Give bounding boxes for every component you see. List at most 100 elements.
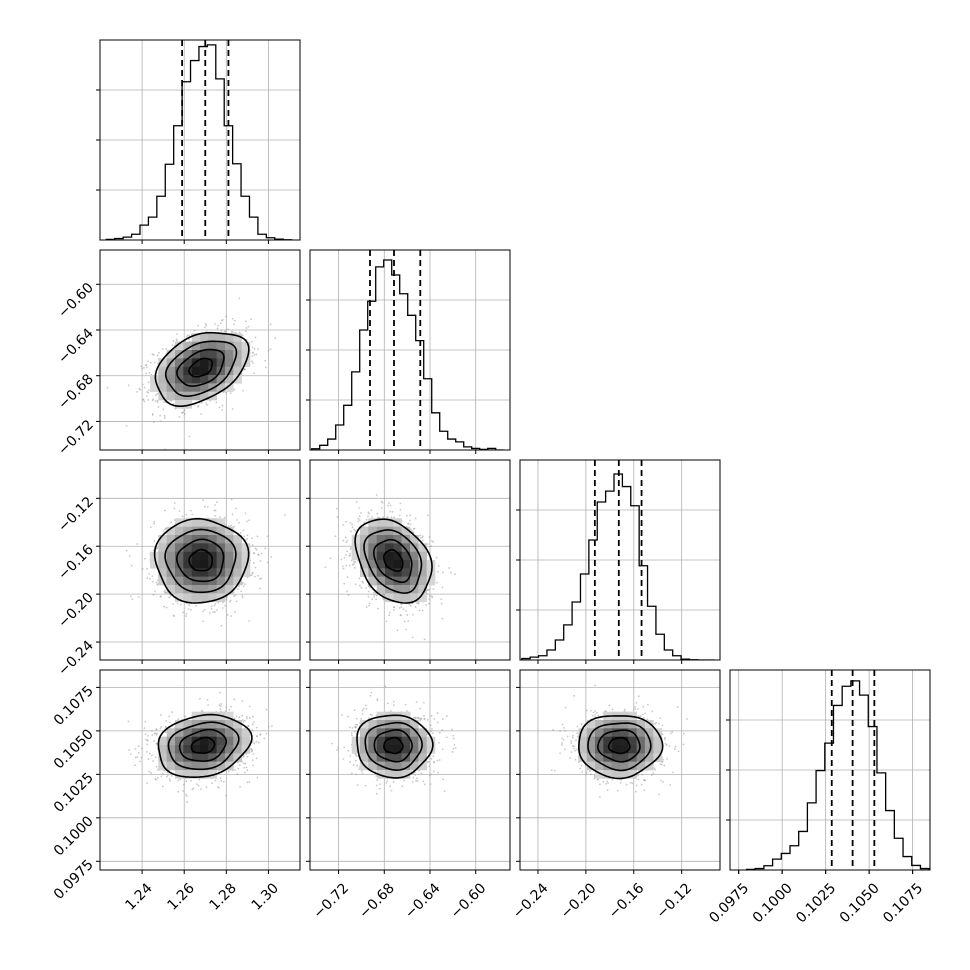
scatter-point: [661, 733, 664, 736]
histogram-bin: [216, 79, 224, 240]
histogram-panel: [520, 460, 720, 660]
histogram-bin: [833, 705, 842, 870]
density-cell: [208, 560, 217, 569]
density-cell: [158, 358, 167, 367]
scatter-point: [163, 401, 165, 403]
scatter-point: [355, 755, 358, 757]
scatter-point: [559, 730, 561, 732]
density-cell: [225, 375, 234, 384]
density-cell: [368, 745, 377, 754]
scatter-point: [227, 525, 230, 527]
density-cell: [183, 341, 192, 351]
scatter-point: [550, 769, 553, 771]
contour-line: [363, 529, 423, 594]
histogram-bin: [903, 857, 912, 870]
density-cell: [595, 761, 604, 771]
density-cell: [578, 736, 587, 746]
density-cell: [368, 551, 377, 561]
scatter-point: [350, 547, 352, 549]
density-cell: [225, 568, 234, 577]
scatter-point: [159, 414, 162, 417]
scatter-point: [349, 530, 352, 533]
scatter-point: [238, 521, 241, 524]
density-cell: [595, 770, 604, 779]
scatter-point: [426, 514, 429, 517]
scatter-point: [231, 330, 234, 333]
scatter-point: [181, 718, 183, 721]
contour-line: [354, 518, 433, 604]
scatter-point: [264, 359, 267, 362]
contour-line: [587, 722, 652, 772]
density-cell: [233, 576, 242, 586]
scatter-point: [643, 716, 645, 719]
density-cell: [620, 753, 629, 762]
contour-line: [154, 331, 250, 408]
scatter-point: [419, 719, 422, 722]
scatter-point: [154, 756, 157, 758]
scatter-point: [163, 414, 166, 417]
scatter-point: [616, 789, 619, 792]
histogram-bin: [241, 196, 249, 240]
density-cell: [200, 711, 209, 721]
density-cell: [200, 585, 209, 594]
scatter-point: [641, 773, 644, 776]
scatter-point: [433, 761, 435, 764]
scatter-point: [221, 318, 224, 321]
scatter-point: [164, 731, 167, 734]
contour-line: [364, 721, 423, 771]
density-cell: [200, 333, 209, 342]
density-cell: [401, 745, 411, 754]
scatter-point: [387, 502, 390, 505]
scatter-point: [365, 587, 367, 589]
density-cell: [385, 518, 394, 527]
scatter-point: [419, 718, 422, 721]
histogram-bin: [606, 491, 614, 660]
scatter-point: [419, 534, 422, 537]
x-tick-label: 1.26: [164, 880, 197, 913]
scatter-point: [388, 614, 390, 617]
scatter-point: [206, 404, 209, 406]
histogram-step-line: [745, 680, 930, 870]
density-cell: [401, 736, 411, 746]
scatter-point: [336, 516, 339, 519]
scatter-point: [368, 602, 371, 605]
scatter-point: [250, 748, 253, 751]
scatter-point: [440, 602, 443, 605]
scatter-point: [355, 501, 358, 503]
scatter-point: [151, 754, 153, 757]
scatter-point: [143, 386, 146, 389]
histogram-bin: [233, 164, 241, 240]
scatter-point: [324, 566, 327, 569]
scatter-point: [146, 391, 149, 393]
density-cell: [166, 745, 176, 754]
density-cell: [158, 753, 167, 762]
density-cell: [360, 560, 369, 569]
density-cell: [191, 585, 201, 594]
scatter-point: [637, 778, 640, 781]
scatter-point: [189, 509, 192, 512]
scatter-point: [608, 704, 611, 707]
scatter-point: [662, 781, 664, 783]
histogram-bin: [320, 445, 328, 450]
density-cell: [216, 518, 226, 527]
scatter-point: [241, 700, 244, 703]
scatter-point: [178, 415, 181, 418]
scatter-point: [171, 711, 174, 714]
scatter-point: [409, 514, 412, 517]
scatter-point: [253, 575, 256, 578]
density-cell: [216, 526, 226, 536]
scatter-point: [367, 590, 370, 593]
scatter-point: [183, 409, 186, 412]
scatter-point: [360, 512, 362, 514]
scatter-point: [438, 741, 440, 744]
scatter-point: [231, 513, 234, 516]
x-tick-label: 1.24: [122, 880, 155, 913]
scatter-point: [252, 552, 255, 554]
density-cell: [166, 535, 176, 544]
scatter-point: [258, 587, 261, 590]
scatter-point: [245, 715, 248, 718]
scatter-point: [342, 524, 345, 526]
scatter-point: [153, 361, 156, 364]
scatter-point: [631, 782, 634, 785]
scatter-point: [594, 684, 596, 687]
